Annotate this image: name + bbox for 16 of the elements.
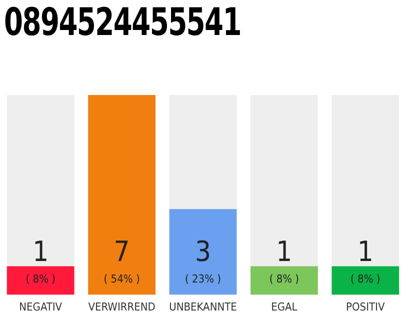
annotation: ( 8% ) bbox=[350, 272, 380, 286]
chart-title: 0894524455541 bbox=[4, 0, 241, 44]
x-tick-label: NEGATIV bbox=[19, 300, 62, 314]
data-label: 1 bbox=[276, 234, 292, 268]
annotation: ( 8% ) bbox=[26, 272, 56, 286]
annotation: ( 54% ) bbox=[104, 272, 140, 286]
x-tick-label: UNBEKANNTE bbox=[169, 300, 237, 314]
annotation: ( 23% ) bbox=[184, 272, 222, 286]
data-label: 3 bbox=[194, 234, 212, 268]
data-label: 1 bbox=[32, 234, 49, 268]
data-label: 1 bbox=[357, 234, 374, 268]
x-tick-label: VERWIRREND bbox=[88, 300, 156, 314]
x-tick-label: EGAL bbox=[271, 300, 298, 314]
data-label: 7 bbox=[114, 234, 130, 268]
annotation: ( 8% ) bbox=[269, 272, 300, 286]
x-tick-label: POSITIV bbox=[346, 300, 385, 314]
